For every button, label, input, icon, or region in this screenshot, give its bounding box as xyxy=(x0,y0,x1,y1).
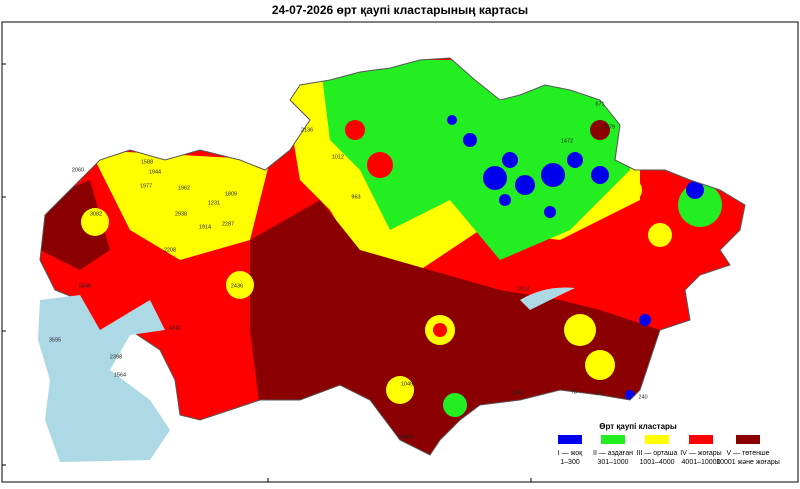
legend-range: 10001 және жоғары xyxy=(716,459,780,466)
legend-swatch xyxy=(645,435,669,444)
station-value: 2060 xyxy=(72,167,84,173)
station-value: 1944 xyxy=(149,169,161,175)
lake-balkhash xyxy=(520,287,575,310)
legend-swatch xyxy=(689,435,713,444)
station-value: 78 xyxy=(571,389,577,395)
legend-label: III — орташа xyxy=(637,450,678,457)
legend-label: I — жоқ xyxy=(558,450,583,457)
station-value: 2436 xyxy=(231,283,243,289)
legend-swatch xyxy=(558,435,582,444)
legend: Өрт қаупі кластары I — жоқ 1–300 II — азда… xyxy=(558,422,780,466)
legend-label: II — аздаған xyxy=(593,450,633,457)
station-value: 1231 xyxy=(208,200,220,206)
station-value: 1392 xyxy=(511,390,523,396)
station-value: 18 xyxy=(595,390,601,396)
legend-title: Өрт қаупі кластары xyxy=(599,422,677,431)
station-value: 2136 xyxy=(301,127,313,133)
station-value: 5845 xyxy=(79,283,91,289)
station-value: 3595 xyxy=(49,337,61,343)
station-value: 671 xyxy=(595,101,604,107)
station-value: 1914 xyxy=(199,224,211,230)
legend-range: 1001–4000 xyxy=(639,459,674,466)
legend-swatch xyxy=(601,435,625,444)
station-value: 1588 xyxy=(141,159,153,165)
station-value: 4241 xyxy=(169,325,181,331)
station-value: 1913 xyxy=(517,286,529,292)
station-value: 2479 xyxy=(603,124,615,130)
legend-label: V — төтенше xyxy=(726,450,769,457)
station-value: 1012 xyxy=(332,154,344,160)
station-value: 240 xyxy=(638,394,647,400)
station-value: 1564 xyxy=(114,372,126,378)
station-value: 2398 xyxy=(110,354,122,360)
station-value: 2938 xyxy=(175,211,187,217)
station-value: 963 xyxy=(351,194,360,200)
station-value: 1977 xyxy=(140,183,152,189)
caspian-sea xyxy=(38,295,170,462)
station-value: 2208 xyxy=(164,247,176,253)
station-labels: 2060 1588 1944 1977 1962 3082 1231 1809 2938 1914… xyxy=(49,101,648,440)
station-value: 3082 xyxy=(90,211,102,217)
frame-ticks xyxy=(2,63,532,482)
legend-range: 1–300 xyxy=(560,459,580,466)
legend-label: IV — жоғары xyxy=(680,450,721,457)
station-value: 2287 xyxy=(222,221,234,227)
map-title: 24-07-2026 өрт қаупі кластарының картасы xyxy=(272,3,528,17)
station-value: 1809 xyxy=(225,191,237,197)
station-value: 1962 xyxy=(178,185,190,191)
legend-range: 301–1000 xyxy=(597,459,628,466)
station-value: 1049 xyxy=(401,381,413,387)
station-value: 19466 xyxy=(397,434,412,440)
legend-range: 4001–10000 xyxy=(682,459,721,466)
station-value: 1472 xyxy=(561,138,573,144)
legend-swatch xyxy=(736,435,760,444)
map-frame xyxy=(1,21,799,483)
